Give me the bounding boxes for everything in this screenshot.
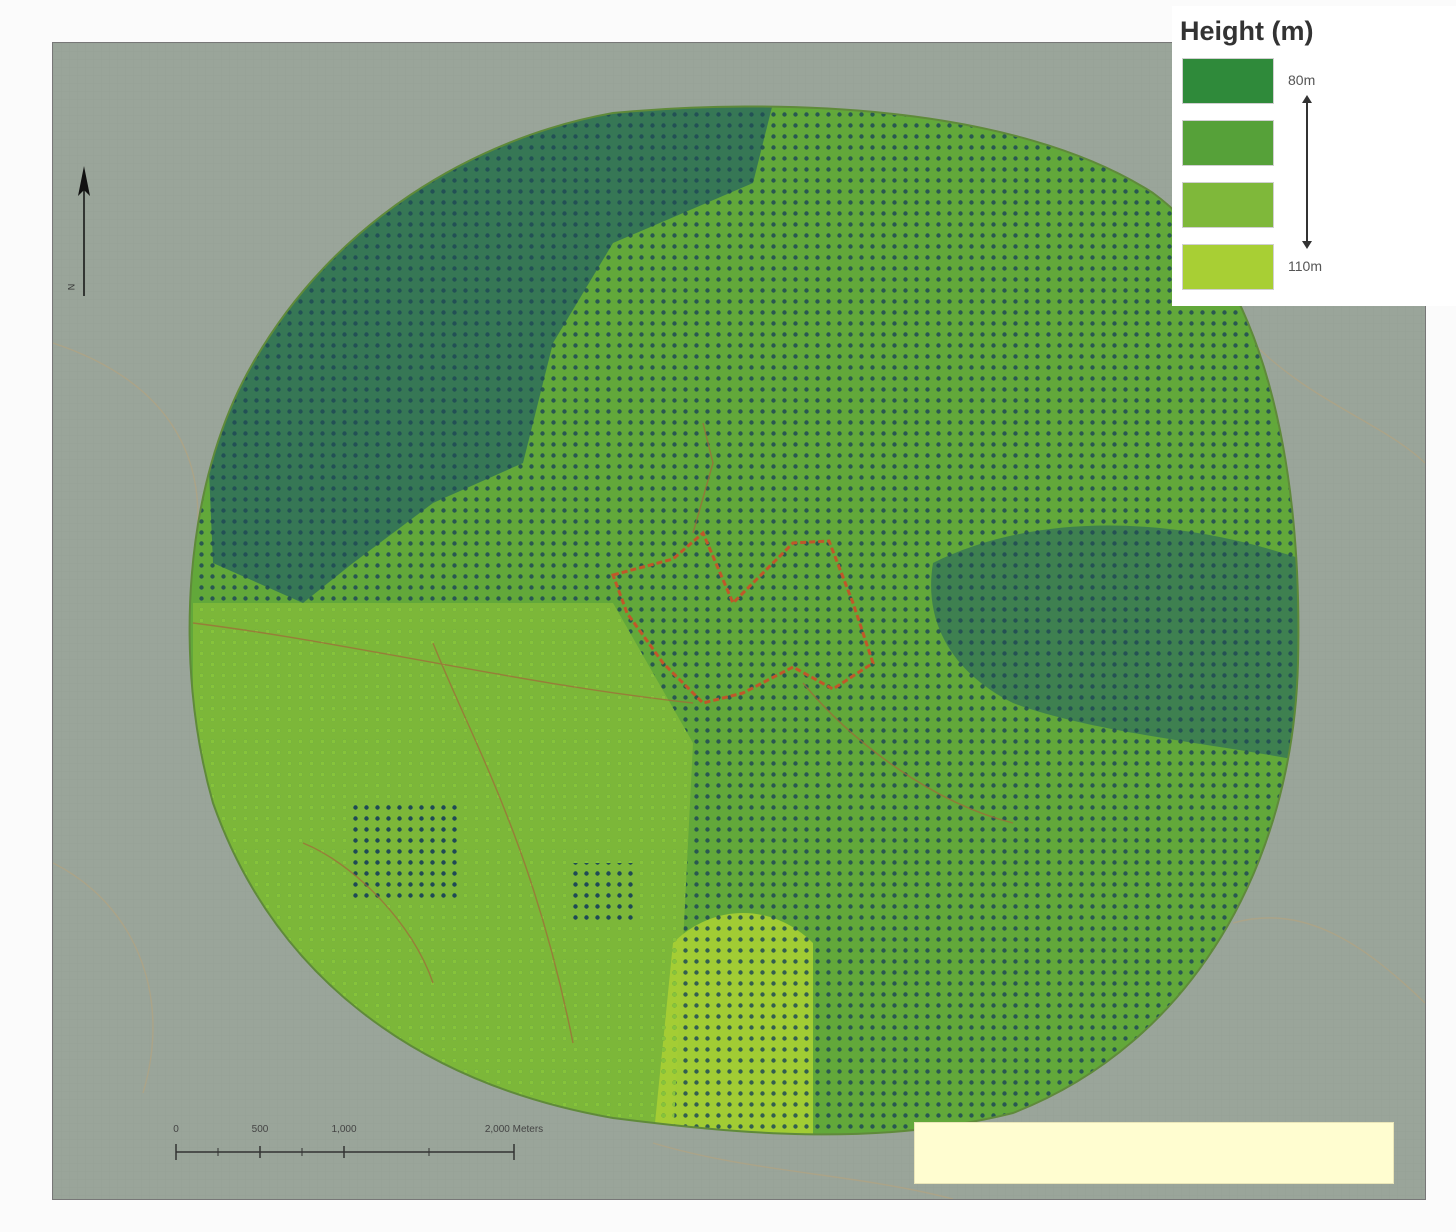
legend: Height (m) 80m 110m — [1172, 6, 1456, 306]
terrain-map-svg — [53, 43, 1425, 1199]
scale-label: 2,000 Meters — [484, 1124, 544, 1135]
scale-bar: 0 500 1,000 2,000 Meters — [168, 1124, 543, 1168]
info-box — [914, 1122, 1394, 1184]
legend-swatch-110m — [1182, 244, 1274, 290]
legend-label-top: 80m — [1288, 72, 1316, 88]
site-boundary[interactable] — [611, 530, 875, 705]
scale-label: 500 — [251, 1124, 269, 1135]
legend-swatch-2 — [1182, 120, 1274, 166]
legend-title: Height (m) — [1180, 16, 1314, 46]
map-canvas[interactable] — [52, 42, 1426, 1200]
scale-label: 1,000 — [331, 1124, 357, 1135]
legend-range-arrow-icon — [1302, 95, 1312, 249]
north-label: N — [66, 283, 77, 291]
scale-label: 0 — [173, 1124, 179, 1135]
legend-swatch-3 — [1182, 182, 1274, 228]
legend-swatch-80m — [1182, 58, 1274, 104]
legend-label-bottom: 110m — [1288, 258, 1322, 274]
roads — [192, 422, 1014, 1044]
scale-bar-graphic — [175, 1144, 515, 1160]
north-arrow-icon — [78, 166, 90, 296]
